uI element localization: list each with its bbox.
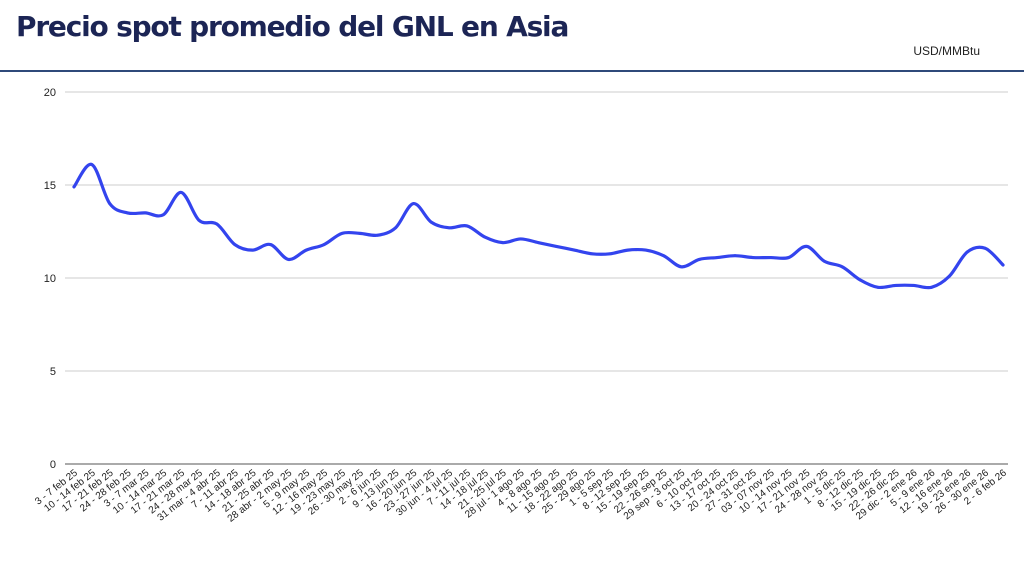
data-point <box>126 211 129 215</box>
header-divider <box>0 70 1024 72</box>
series-line <box>72 162 1005 290</box>
data-point <box>412 202 415 206</box>
data-point <box>269 243 272 246</box>
data-point <box>948 274 951 278</box>
data-point <box>680 265 683 269</box>
data-point <box>144 211 147 215</box>
data-point <box>465 224 469 228</box>
data-point <box>805 244 808 248</box>
data-point <box>662 254 665 258</box>
data-point <box>1001 263 1005 267</box>
data-point <box>608 252 612 256</box>
data-point <box>626 248 630 252</box>
series-layer <box>72 162 1005 290</box>
data-point <box>751 256 755 259</box>
data-point <box>108 202 112 206</box>
data-point <box>501 241 505 245</box>
y-tick-label: 15 <box>44 180 56 192</box>
data-point <box>304 248 308 252</box>
data-point <box>447 226 451 230</box>
data-point <box>787 256 791 259</box>
data-point <box>644 248 648 252</box>
data-point <box>822 259 826 263</box>
page-title: Precio spot promedio del GNL en Asia <box>16 10 569 43</box>
data-point <box>179 191 183 194</box>
data-point <box>429 220 433 224</box>
data-point <box>251 248 255 252</box>
data-point <box>894 284 898 287</box>
y-tick-label: 0 <box>50 459 56 471</box>
data-point <box>912 284 916 287</box>
data-point <box>572 248 576 252</box>
unit-label: USD/MMBtu <box>913 44 980 58</box>
data-point <box>840 265 844 269</box>
gridlines <box>65 91 1008 465</box>
data-point <box>733 254 737 258</box>
data-point <box>233 243 237 246</box>
data-point <box>519 237 523 241</box>
y-tick-label: 5 <box>50 366 56 378</box>
data-point <box>286 258 290 261</box>
data-point <box>930 285 933 289</box>
data-point <box>858 278 862 282</box>
data-point <box>161 213 165 217</box>
y-axis-tick-labels: 0 5 10 15 20 <box>44 87 56 471</box>
data-point <box>340 231 344 235</box>
data-point <box>215 222 219 226</box>
y-tick-label: 10 <box>44 273 56 285</box>
data-point <box>197 218 201 222</box>
data-point <box>537 241 540 245</box>
data-point <box>483 235 487 239</box>
data-point <box>376 233 380 237</box>
data-point <box>72 185 76 189</box>
data-point <box>983 246 987 250</box>
data-point <box>394 226 397 230</box>
data-point <box>697 258 701 261</box>
data-point <box>965 250 969 254</box>
data-point <box>876 285 880 289</box>
data-point <box>715 256 719 259</box>
data-point <box>554 244 558 248</box>
data-point <box>769 256 773 259</box>
data-point <box>322 243 326 246</box>
data-point <box>358 231 362 235</box>
data-point <box>90 163 94 166</box>
y-tick-label: 20 <box>44 87 56 99</box>
data-point <box>590 252 594 256</box>
